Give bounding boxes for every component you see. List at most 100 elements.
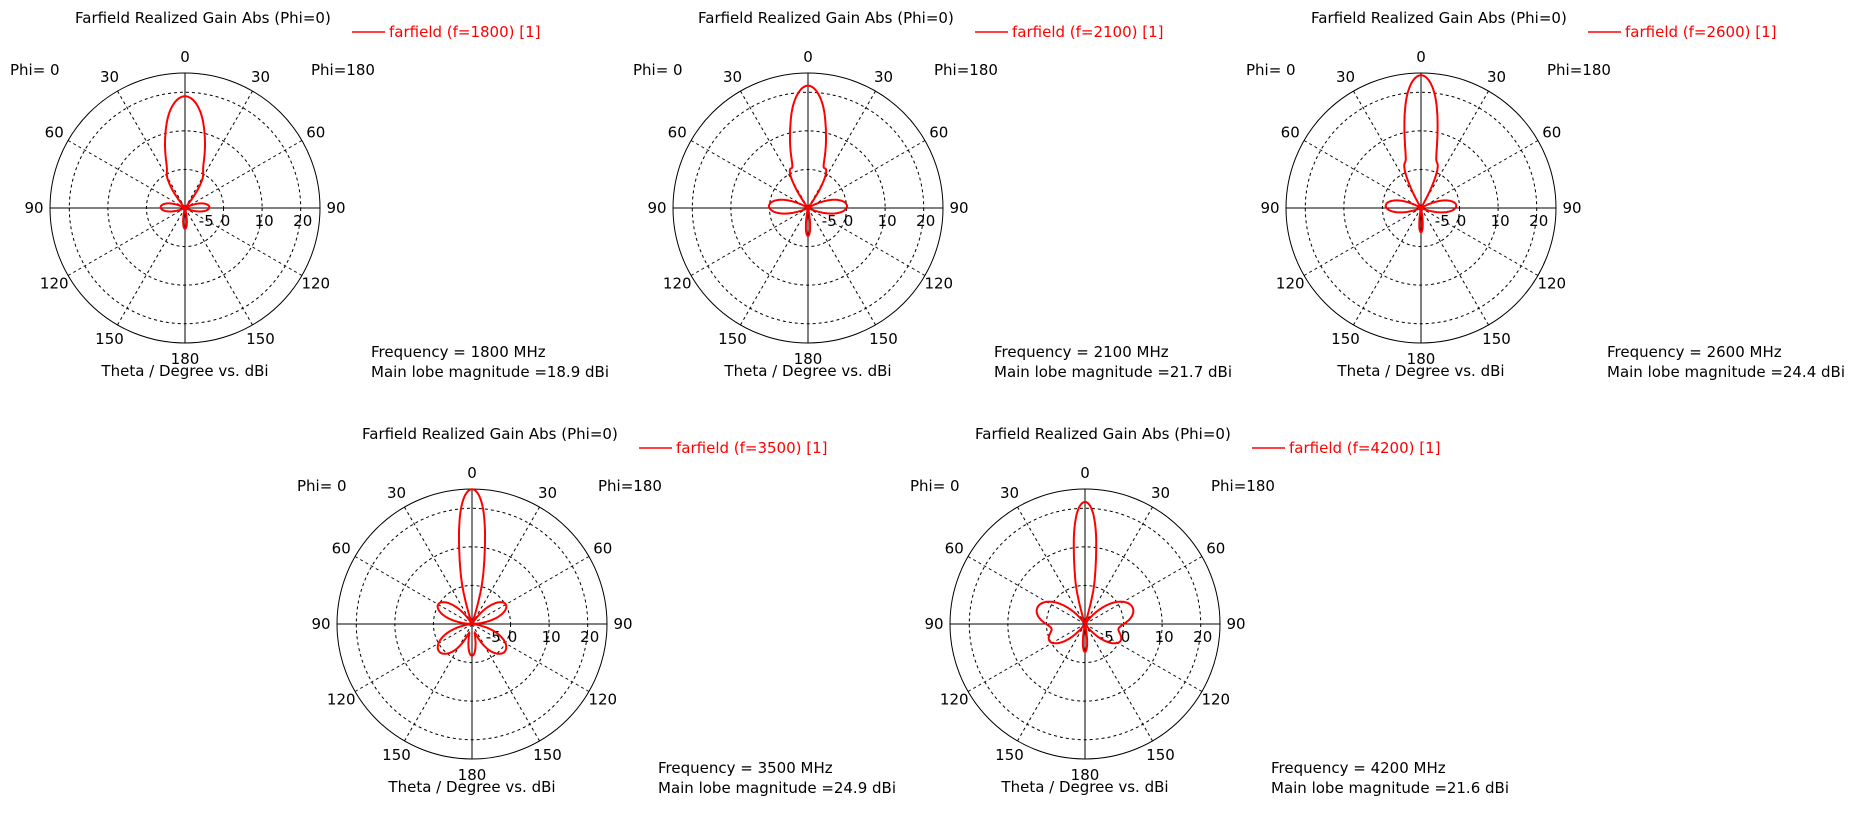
radial-tick-label: 20 — [293, 212, 312, 230]
angle-tick-label: 30 — [251, 68, 270, 86]
phi-right-label: Phi=180 — [1211, 477, 1275, 495]
angle-tick-label: 60 — [929, 124, 948, 142]
phi-left-label: Phi= 0 — [1246, 61, 1296, 79]
radial-tick-label: 0 — [508, 628, 518, 646]
grid-spoke — [404, 623, 473, 742]
grid-spoke — [471, 556, 590, 625]
angle-tick-label: 60 — [668, 124, 687, 142]
series-line-4 — [436, 488, 508, 657]
angle-tick-label: 30 — [1151, 484, 1170, 502]
angle-tick-label: 120 — [327, 691, 356, 709]
angle-tick-label: 150 — [95, 330, 124, 348]
grid-spoke — [1084, 623, 1153, 742]
angle-tick-label: 150 — [869, 330, 898, 348]
main-lobe-label: Main lobe magnitude = — [371, 363, 547, 381]
series-line-2 — [768, 84, 848, 238]
angle-tick-label: 90 — [1226, 615, 1245, 633]
radial-tick-label: -5 — [1099, 628, 1114, 646]
angle-tick-label: 120 — [588, 691, 617, 709]
series-line-1 — [159, 95, 211, 230]
grid-spoke — [807, 207, 926, 276]
chart-title: Farfield Realized Gain Abs (Phi=0) — [362, 425, 618, 443]
angle-tick-label: 0 — [803, 48, 813, 66]
grid-spoke — [807, 90, 876, 209]
phi-right-label: Phi=180 — [311, 61, 375, 79]
angle-tick-label: 90 — [311, 615, 330, 633]
angle-tick-label: 90 — [326, 199, 345, 217]
grid-spoke — [67, 140, 186, 209]
angle-tick-label: 30 — [387, 484, 406, 502]
radial-tick-label: 10 — [542, 628, 561, 646]
angle-tick-label: 60 — [593, 540, 612, 558]
grid-spoke — [1084, 623, 1203, 692]
chart-title: Farfield Realized Gain Abs (Phi=0) — [698, 9, 954, 27]
grid-spoke — [184, 207, 253, 326]
angle-tick-label: 0 — [1416, 48, 1426, 66]
phi-left-label: Phi= 0 — [297, 477, 347, 495]
grid-spoke — [1303, 207, 1422, 276]
grid-spoke — [690, 207, 809, 276]
grid-spoke — [807, 140, 926, 209]
phi-left-label: Phi= 0 — [633, 61, 683, 79]
legend-label: farfield (f=3500) [1] — [676, 439, 828, 457]
main-lobe-value: 21.7 dBi — [1170, 363, 1232, 381]
angle-tick-label: 120 — [40, 275, 69, 293]
radial-tick-label: 20 — [1193, 628, 1212, 646]
radial-tick-label: 10 — [1155, 628, 1174, 646]
angle-tick-label: 0 — [180, 48, 190, 66]
grid-spoke — [1017, 506, 1086, 625]
angle-tick-label: 150 — [718, 330, 747, 348]
phi-right-label: Phi=180 — [1547, 61, 1611, 79]
grid-spoke — [690, 140, 809, 209]
angle-tick-label: 120 — [940, 691, 969, 709]
grid-spoke — [1353, 207, 1422, 326]
radial-tick-label: 20 — [916, 212, 935, 230]
angle-tick-label: 120 — [1537, 275, 1566, 293]
legend-label: farfield (f=2100) [1] — [1012, 23, 1164, 41]
grid-spoke — [184, 140, 303, 209]
radial-tick-label: 0 — [221, 212, 231, 230]
angle-tick-label: 60 — [45, 124, 64, 142]
grid-spoke — [354, 623, 473, 692]
radial-tick-label: 20 — [1529, 212, 1548, 230]
angle-tick-label: 150 — [382, 746, 411, 764]
series-line-3 — [1384, 74, 1458, 234]
grid-spoke — [1084, 556, 1203, 625]
grid-spoke — [740, 90, 809, 209]
angle-tick-label: 30 — [1336, 68, 1355, 86]
x-axis-label: Theta / Degree vs. dBi — [1336, 362, 1504, 380]
polar-plot-4: Farfield Realized Gain Abs (Phi=0) 0 30 60 9… — [297, 425, 896, 797]
angle-tick-label: 120 — [924, 275, 953, 293]
radial-tick-label: -5 — [199, 212, 214, 230]
angle-tick-label: 60 — [1542, 124, 1561, 142]
main-lobe-value: 18.9 dBi — [547, 363, 609, 381]
grid-spoke — [471, 623, 590, 692]
angle-tick-label: 180 — [1407, 350, 1436, 368]
angle-tick-label: 120 — [1276, 275, 1305, 293]
angle-tick-label: 60 — [1206, 540, 1225, 558]
x-axis-label: Theta / Degree vs. dBi — [723, 362, 891, 380]
polar-plot-1: Farfield Realized Gain Abs (Phi=0) 0 30 60 9… — [10, 9, 609, 381]
angle-tick-label: 30 — [1000, 484, 1019, 502]
grid-spoke — [1353, 90, 1422, 209]
angle-tick-label: 30 — [100, 68, 119, 86]
angle-tick-label: 60 — [332, 540, 351, 558]
grid-spoke — [184, 207, 303, 276]
legend-label: farfield (f=1800) [1] — [389, 23, 541, 41]
chart-title: Farfield Realized Gain Abs (Phi=0) — [975, 425, 1231, 443]
grid-spoke — [1084, 506, 1153, 625]
angle-tick-label: 150 — [533, 746, 562, 764]
angle-tick-label: 0 — [1080, 464, 1090, 482]
grid-spoke — [1420, 140, 1539, 209]
angle-tick-label: 120 — [301, 275, 330, 293]
grid-spoke — [967, 623, 1086, 692]
grid-spoke — [117, 207, 186, 326]
angle-tick-label: 60 — [945, 540, 964, 558]
angle-tick-label: 90 — [613, 615, 632, 633]
grid-spoke — [1017, 623, 1086, 742]
angle-tick-label: 90 — [949, 199, 968, 217]
angle-tick-label: 150 — [246, 330, 275, 348]
grid-spoke — [117, 90, 186, 209]
grid-spoke — [404, 506, 473, 625]
legend-label: farfield (f=2600) [1] — [1625, 23, 1777, 41]
